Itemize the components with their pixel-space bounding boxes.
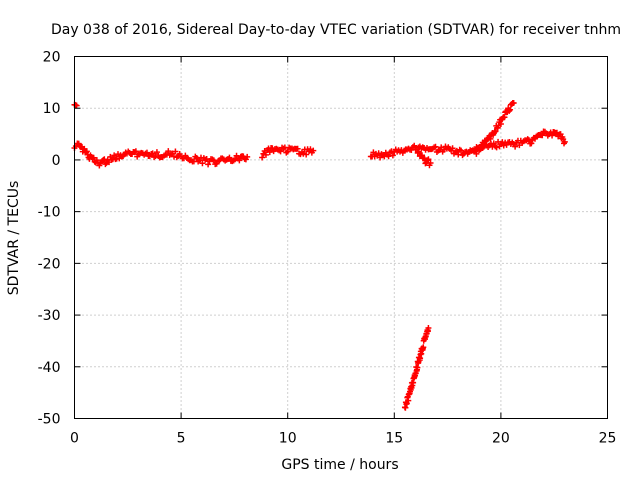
data-point <box>507 106 514 113</box>
data-point <box>294 145 301 152</box>
y-tick-label: -10 <box>38 205 61 221</box>
x-tick-label: 15 <box>385 431 403 447</box>
data-point <box>101 156 108 163</box>
data-point <box>236 157 243 164</box>
data-point <box>385 153 392 160</box>
data-point <box>549 132 556 139</box>
data-point <box>389 152 396 159</box>
data-point <box>172 148 179 155</box>
data-point <box>199 160 206 167</box>
data-point <box>414 364 421 371</box>
data-point <box>493 144 500 151</box>
x-tick-label: 0 <box>70 431 79 447</box>
data-point <box>418 350 425 357</box>
data-point <box>266 149 273 156</box>
data-point <box>422 160 429 167</box>
x-tick-label: 5 <box>177 431 186 447</box>
data-point <box>232 156 239 163</box>
data-point <box>411 142 418 149</box>
data-point <box>259 154 266 161</box>
data-point <box>414 149 421 156</box>
x-tick-label: 10 <box>279 431 297 447</box>
data-point <box>277 148 284 155</box>
data-point <box>539 132 546 139</box>
data-point <box>244 153 251 160</box>
data-point <box>102 161 109 168</box>
data-point <box>143 149 150 156</box>
data-point <box>132 148 139 155</box>
data-point <box>561 138 568 145</box>
data-point <box>402 404 409 411</box>
data-point <box>262 151 269 158</box>
data-point <box>473 150 480 157</box>
data-point <box>528 140 535 147</box>
data-points <box>71 99 568 411</box>
chart-title: Day 038 of 2016, Sidereal Day-to-day VTE… <box>51 22 621 38</box>
data-point <box>226 154 233 161</box>
y-tick-label: -40 <box>38 360 61 376</box>
data-point <box>210 157 217 164</box>
data-point <box>427 160 434 167</box>
data-point <box>501 114 508 121</box>
data-point <box>83 148 90 155</box>
plot-frame <box>74 56 608 419</box>
x-axis-title: GPS time / hours <box>281 457 398 473</box>
axis-ticks: 0 5 10 15 20 25 20 10 0 -10 -20 -30 -40 -50 <box>38 50 617 447</box>
data-point <box>111 152 118 159</box>
data-point <box>432 143 439 150</box>
data-point <box>420 344 427 351</box>
data-point <box>424 157 431 164</box>
y-axis-title: SDTVAR / TECUs <box>6 181 22 296</box>
data-point <box>425 325 432 331</box>
data-point <box>284 148 291 155</box>
y-tick-label: 10 <box>43 101 61 117</box>
x-tick-label: 25 <box>599 431 617 447</box>
gridlines <box>74 56 608 419</box>
data-point <box>477 146 484 153</box>
y-tick-label: 0 <box>52 153 61 169</box>
y-tick-label: 20 <box>43 50 61 66</box>
data-point <box>93 157 100 164</box>
data-point <box>415 148 422 155</box>
data-point <box>375 150 382 157</box>
data-point <box>487 135 494 142</box>
data-point <box>458 147 465 154</box>
data-point <box>480 141 487 148</box>
data-point <box>153 149 160 156</box>
data-point <box>303 151 310 158</box>
data-point <box>425 156 432 163</box>
y-tick-label: -20 <box>38 256 61 272</box>
data-point <box>89 155 96 162</box>
data-point <box>310 147 317 154</box>
y-tick-label: -50 <box>38 412 61 428</box>
data-point <box>405 397 412 404</box>
data-point <box>205 161 212 168</box>
data-point <box>449 145 456 152</box>
data-point <box>96 162 103 169</box>
data-point <box>90 154 97 161</box>
data-point <box>492 128 499 135</box>
data-point <box>512 143 519 150</box>
data-point <box>441 146 448 153</box>
data-point <box>510 100 517 107</box>
x-tick-label: 20 <box>492 431 510 447</box>
y-tick-label: -30 <box>38 308 61 324</box>
